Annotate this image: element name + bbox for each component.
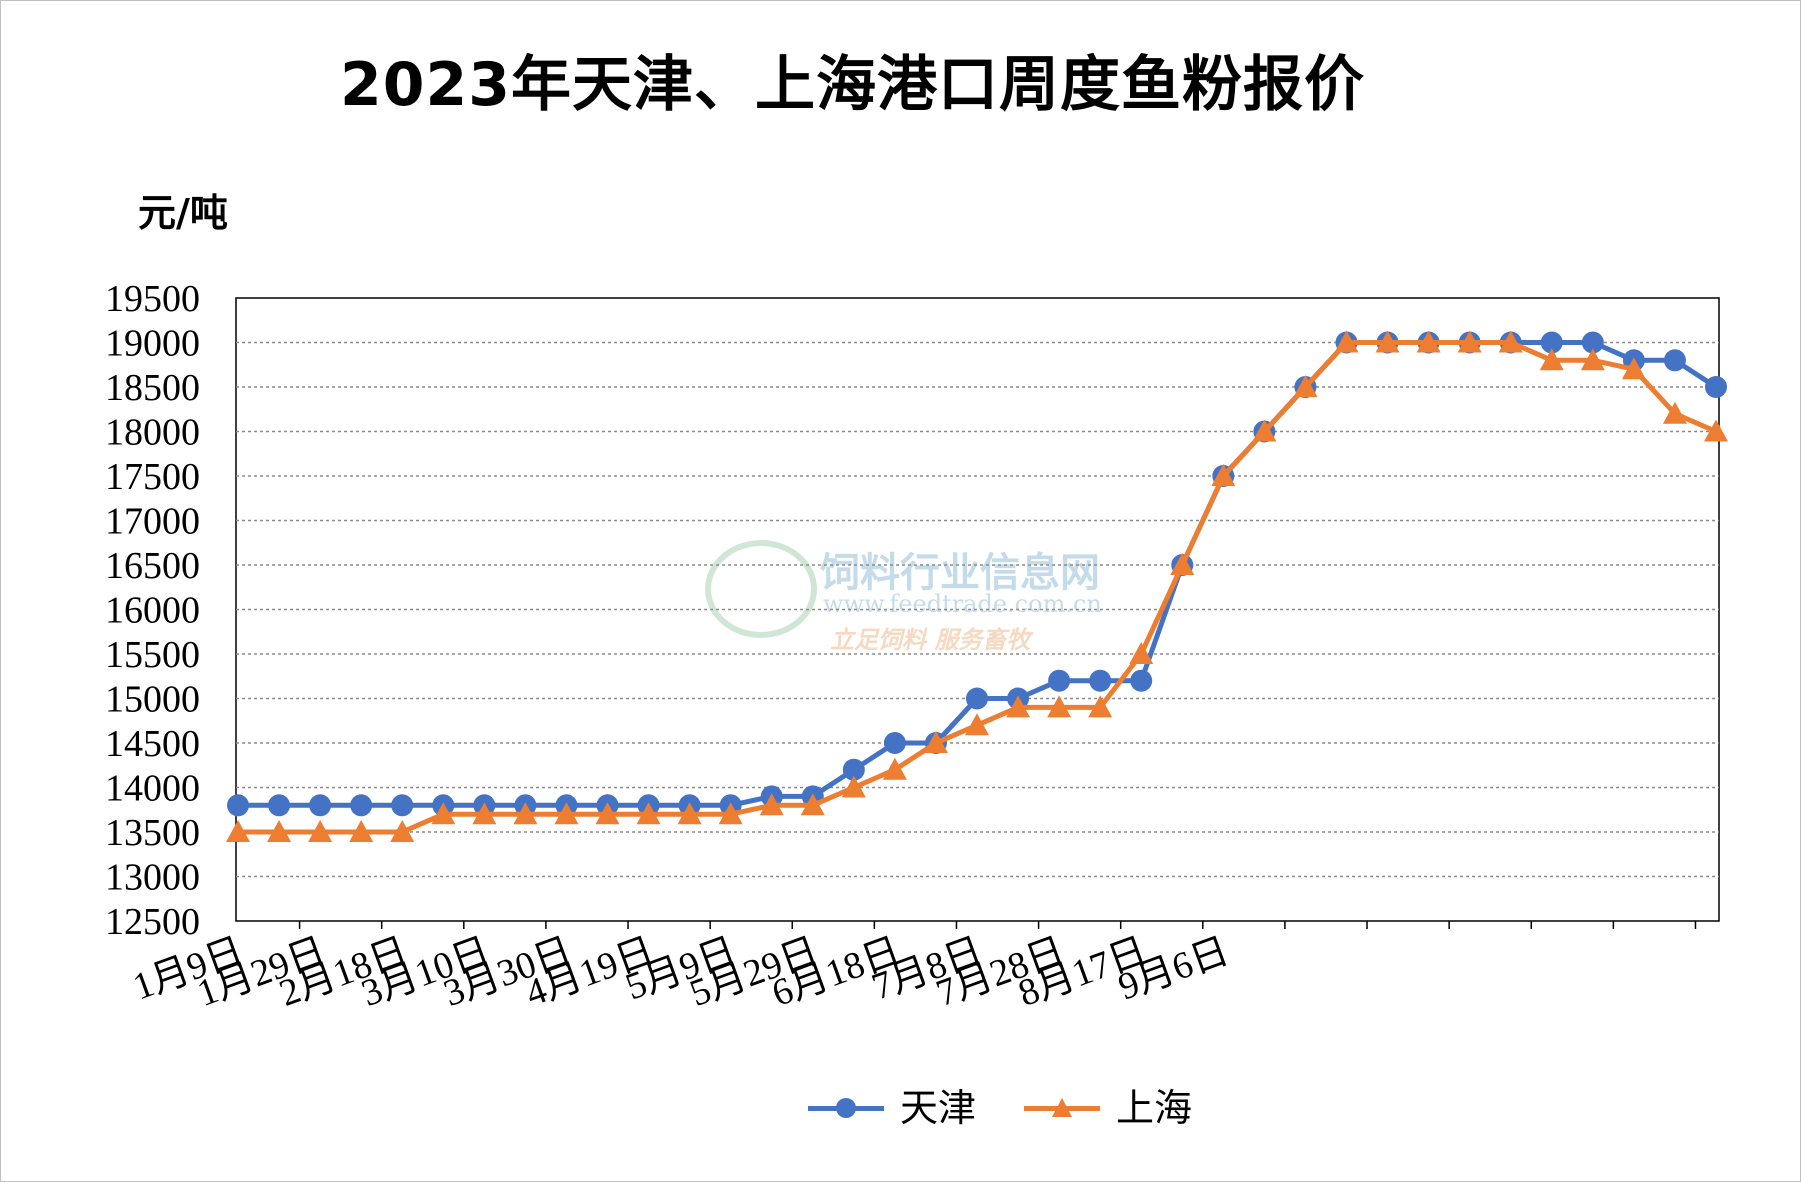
data-point — [595, 802, 620, 825]
data-point — [883, 732, 906, 754]
y-tick-label: 19000 — [105, 323, 200, 365]
y-tick-label: 14500 — [105, 723, 200, 765]
data-point — [1663, 349, 1686, 372]
data-point — [513, 802, 538, 825]
y-tick-label: 18000 — [105, 412, 200, 454]
y-tick-label: 15000 — [105, 679, 200, 721]
data-point — [1498, 330, 1523, 353]
data-point — [1704, 419, 1728, 442]
legend-circle-marker-icon — [836, 1098, 856, 1118]
chart-title: 2023年天津、上海港口周度鱼粉报价 — [340, 50, 1365, 120]
data-point — [1047, 695, 1072, 718]
data-point — [268, 794, 291, 817]
data-point — [1540, 331, 1563, 354]
y-tick-label: 16500 — [105, 545, 200, 587]
legend: 天津 上海 — [0, 1083, 1801, 1133]
data-point — [677, 802, 702, 825]
data-point — [1089, 669, 1112, 692]
data-point — [1621, 357, 1646, 380]
y-tick-label: 16000 — [105, 590, 200, 632]
data-point — [1416, 330, 1441, 353]
data-point — [267, 820, 292, 842]
data-point — [1170, 553, 1195, 575]
data-point — [800, 793, 825, 816]
data-point — [472, 802, 497, 825]
data-point — [1048, 669, 1071, 692]
data-point — [431, 802, 456, 825]
x-axis-ticks: 1月9日1月29日2月18日3月10日3月30日4月19日5月9日5月29日6月… — [128, 921, 1697, 1015]
gridlines — [235, 297, 1720, 922]
data-point — [391, 794, 414, 817]
data-point — [309, 794, 332, 817]
line-chart: 1250013000135001400014500150001550016000… — [105, 278, 1728, 1015]
data-point — [226, 820, 250, 842]
data-point — [308, 820, 333, 842]
y-tick-label: 18500 — [105, 367, 200, 409]
legend-triangle-marker-icon — [1052, 1098, 1072, 1117]
data-point — [1375, 330, 1400, 353]
data-point — [390, 820, 415, 842]
data-point — [841, 775, 866, 798]
y-tick-label: 17500 — [105, 456, 200, 498]
data-point — [227, 794, 249, 817]
y-axis-unit-label: 元/吨 — [138, 191, 228, 235]
data-point — [350, 794, 373, 817]
data-point — [1705, 376, 1727, 398]
legend-label-shanghai: 上海 — [1116, 1086, 1193, 1130]
data-point — [1457, 330, 1482, 353]
data-point — [554, 802, 579, 825]
data-point — [923, 731, 948, 753]
series-shanghai — [226, 330, 1728, 842]
data-point — [842, 758, 865, 781]
y-tick-label: 17000 — [105, 501, 200, 543]
data-point — [1211, 464, 1236, 486]
data-point — [1088, 695, 1113, 718]
y-tick-label: 15500 — [105, 634, 200, 676]
data-point — [965, 713, 989, 736]
data-point — [1129, 642, 1154, 664]
legend-label-tianjin: 天津 — [900, 1086, 977, 1130]
y-tick-label: 13500 — [105, 812, 200, 854]
data-point — [966, 687, 988, 710]
y-axis-ticks: 1250013000135001400014500150001550016000… — [105, 278, 200, 943]
data-point — [1293, 375, 1318, 397]
y-tick-label: 19500 — [105, 278, 200, 320]
data-point — [1130, 669, 1153, 692]
data-point — [636, 802, 661, 825]
series-group — [226, 330, 1728, 842]
series-line — [238, 340, 1717, 835]
data-point — [1539, 348, 1564, 371]
y-tick-label: 13000 — [105, 857, 200, 899]
data-point — [1006, 695, 1031, 718]
data-point — [1334, 330, 1359, 353]
y-tick-label: 12500 — [105, 901, 200, 943]
data-point — [349, 820, 374, 842]
data-point — [1580, 348, 1605, 371]
data-point — [1252, 419, 1277, 442]
data-point — [1581, 331, 1604, 354]
data-point — [718, 802, 743, 825]
data-point — [759, 793, 784, 816]
y-tick-label: 14000 — [105, 768, 200, 810]
data-point — [882, 757, 907, 780]
data-point — [1662, 401, 1687, 424]
series-line — [238, 340, 1718, 808]
